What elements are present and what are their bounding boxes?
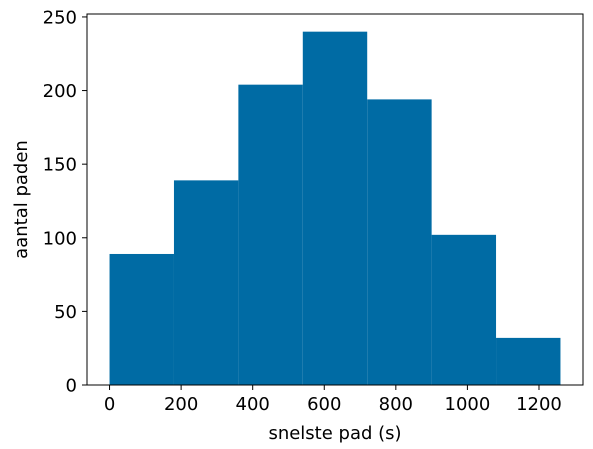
y-tick-label: 50 [54, 302, 77, 323]
y-tick-label: 250 [43, 7, 77, 28]
x-tick-label: 400 [236, 394, 270, 415]
plot-frame [86, 13, 584, 386]
x-tick-label: 200 [164, 394, 198, 415]
y-tick-label: 100 [43, 228, 77, 249]
x-tick-label: 1000 [445, 394, 491, 415]
y-tick-label: 0 [66, 376, 77, 397]
x-tick-label: 1200 [516, 394, 562, 415]
histogram-bar [496, 337, 561, 385]
x-tick-label: 800 [379, 394, 413, 415]
y-tick-label: 200 [43, 81, 77, 102]
x-axis-label: snelste pad (s) [268, 423, 401, 444]
y-tick-label: 150 [43, 155, 77, 176]
histogram-bar [367, 99, 432, 385]
histogram-bar [173, 180, 239, 385]
x-tick-label: 600 [307, 394, 341, 415]
y-axis-ticks: 0 50 100 150 200 250 [43, 7, 87, 397]
x-tick-label: 0 [104, 394, 115, 415]
histogram-bar [238, 84, 303, 386]
histogram-bar [109, 253, 174, 385]
y-axis-label: aantal paden [11, 140, 32, 259]
x-axis-ticks: 0 200 400 600 800 1000 1200 [104, 385, 562, 415]
histogram-bar [302, 31, 368, 386]
histogram-bar [431, 234, 497, 385]
histogram-bars [109, 31, 561, 386]
